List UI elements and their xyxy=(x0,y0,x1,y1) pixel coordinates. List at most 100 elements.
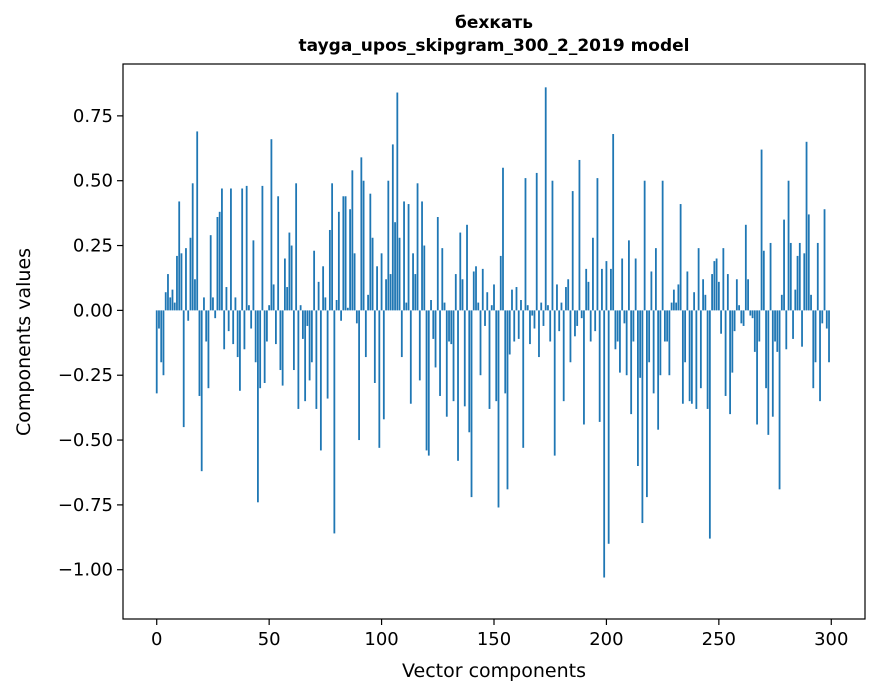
bar-88 xyxy=(353,253,356,311)
bar-103 xyxy=(387,180,390,311)
bar-96 xyxy=(371,237,374,311)
bar-82 xyxy=(340,310,342,321)
y-tick-label: −0.50 xyxy=(58,430,113,451)
bar-89 xyxy=(355,310,358,324)
bar-264 xyxy=(749,310,752,316)
bar-78 xyxy=(331,183,334,311)
bar-85 xyxy=(346,307,349,311)
bar-72 xyxy=(317,281,320,311)
bar-274 xyxy=(771,310,774,417)
bar-15 xyxy=(189,237,192,311)
bar-265 xyxy=(751,310,754,319)
bar-86 xyxy=(349,209,351,311)
bar-75 xyxy=(324,297,327,311)
x-tick-label: 0 xyxy=(151,629,162,650)
chart-title: бехкать xyxy=(455,13,533,33)
bar-111 xyxy=(405,302,408,311)
bar-163 xyxy=(522,310,525,448)
bar-220 xyxy=(650,271,653,311)
bar-2 xyxy=(160,310,163,363)
bar-123 xyxy=(432,310,435,339)
bar-65 xyxy=(301,310,304,339)
bar-125 xyxy=(436,217,439,311)
bar-178 xyxy=(556,284,558,311)
bar-37 xyxy=(239,310,241,391)
bar-41 xyxy=(248,305,250,311)
bar-183 xyxy=(567,279,570,311)
bar-292 xyxy=(812,310,815,389)
bar-126 xyxy=(439,310,441,396)
bar-155 xyxy=(504,310,507,394)
bar-255 xyxy=(729,310,731,415)
bar-5 xyxy=(167,274,169,311)
bar-242 xyxy=(699,310,702,389)
bar-266 xyxy=(753,310,756,352)
bar-48 xyxy=(263,310,266,383)
bar-162 xyxy=(520,300,522,311)
bar-248 xyxy=(713,261,716,311)
bar-184 xyxy=(569,310,572,363)
bar-66 xyxy=(304,310,307,402)
bar-57 xyxy=(283,258,286,311)
bar-127 xyxy=(441,248,444,311)
bar-158 xyxy=(511,289,513,311)
bar-185 xyxy=(571,191,574,311)
bar-241 xyxy=(697,248,700,311)
bar-244 xyxy=(704,294,707,311)
bar-97 xyxy=(373,310,376,383)
bar-197 xyxy=(598,310,601,422)
bar-92 xyxy=(362,180,365,311)
bar-128 xyxy=(443,302,446,311)
bars-group xyxy=(155,87,830,578)
bar-273 xyxy=(769,242,772,311)
bar-254 xyxy=(726,274,729,311)
bar-40 xyxy=(245,185,248,311)
bar-101 xyxy=(382,310,385,420)
bar-166 xyxy=(529,310,531,345)
bar-215 xyxy=(639,310,642,378)
bar-58 xyxy=(286,287,289,311)
bar-147 xyxy=(486,292,489,311)
bar-294 xyxy=(816,242,819,311)
y-axis-label: Components values xyxy=(13,248,35,436)
bar-221 xyxy=(652,310,655,394)
bar-55 xyxy=(279,310,282,371)
bar-133 xyxy=(454,274,457,311)
bar-54 xyxy=(277,196,280,311)
bar-223 xyxy=(657,310,660,430)
bar-222 xyxy=(654,248,657,311)
bar-286 xyxy=(798,242,801,311)
y-tick-label: 0.50 xyxy=(73,171,113,192)
bar-191 xyxy=(585,268,588,311)
bar-139 xyxy=(468,310,471,433)
bar-64 xyxy=(299,305,302,311)
bar-170 xyxy=(538,310,540,358)
bar-208 xyxy=(623,310,626,324)
bar-189 xyxy=(580,310,583,319)
bar-278 xyxy=(780,294,783,311)
bar-232 xyxy=(677,284,680,311)
bar-87 xyxy=(351,170,354,311)
x-tick-label: 100 xyxy=(364,629,398,650)
bar-29 xyxy=(221,188,223,311)
bar-276 xyxy=(776,310,779,352)
bar-192 xyxy=(587,281,590,311)
bar-62 xyxy=(295,183,298,311)
bar-233 xyxy=(679,204,682,311)
bar-296 xyxy=(821,310,824,324)
bar-182 xyxy=(565,287,567,311)
bar-71 xyxy=(315,310,318,409)
bar-145 xyxy=(481,268,484,311)
bar-98 xyxy=(376,266,378,311)
bar-130 xyxy=(448,310,450,342)
bar-105 xyxy=(391,144,394,311)
bar-95 xyxy=(369,193,372,311)
bar-168 xyxy=(533,310,536,329)
bar-261 xyxy=(742,310,745,326)
x-tick-label: 250 xyxy=(702,629,736,650)
bar-32 xyxy=(227,310,230,332)
chart-subtitle: tayga_upos_skipgram_300_2_2019 model xyxy=(299,36,690,56)
bar-188 xyxy=(578,159,581,311)
bar-207 xyxy=(621,258,624,311)
bar-102 xyxy=(385,279,387,311)
